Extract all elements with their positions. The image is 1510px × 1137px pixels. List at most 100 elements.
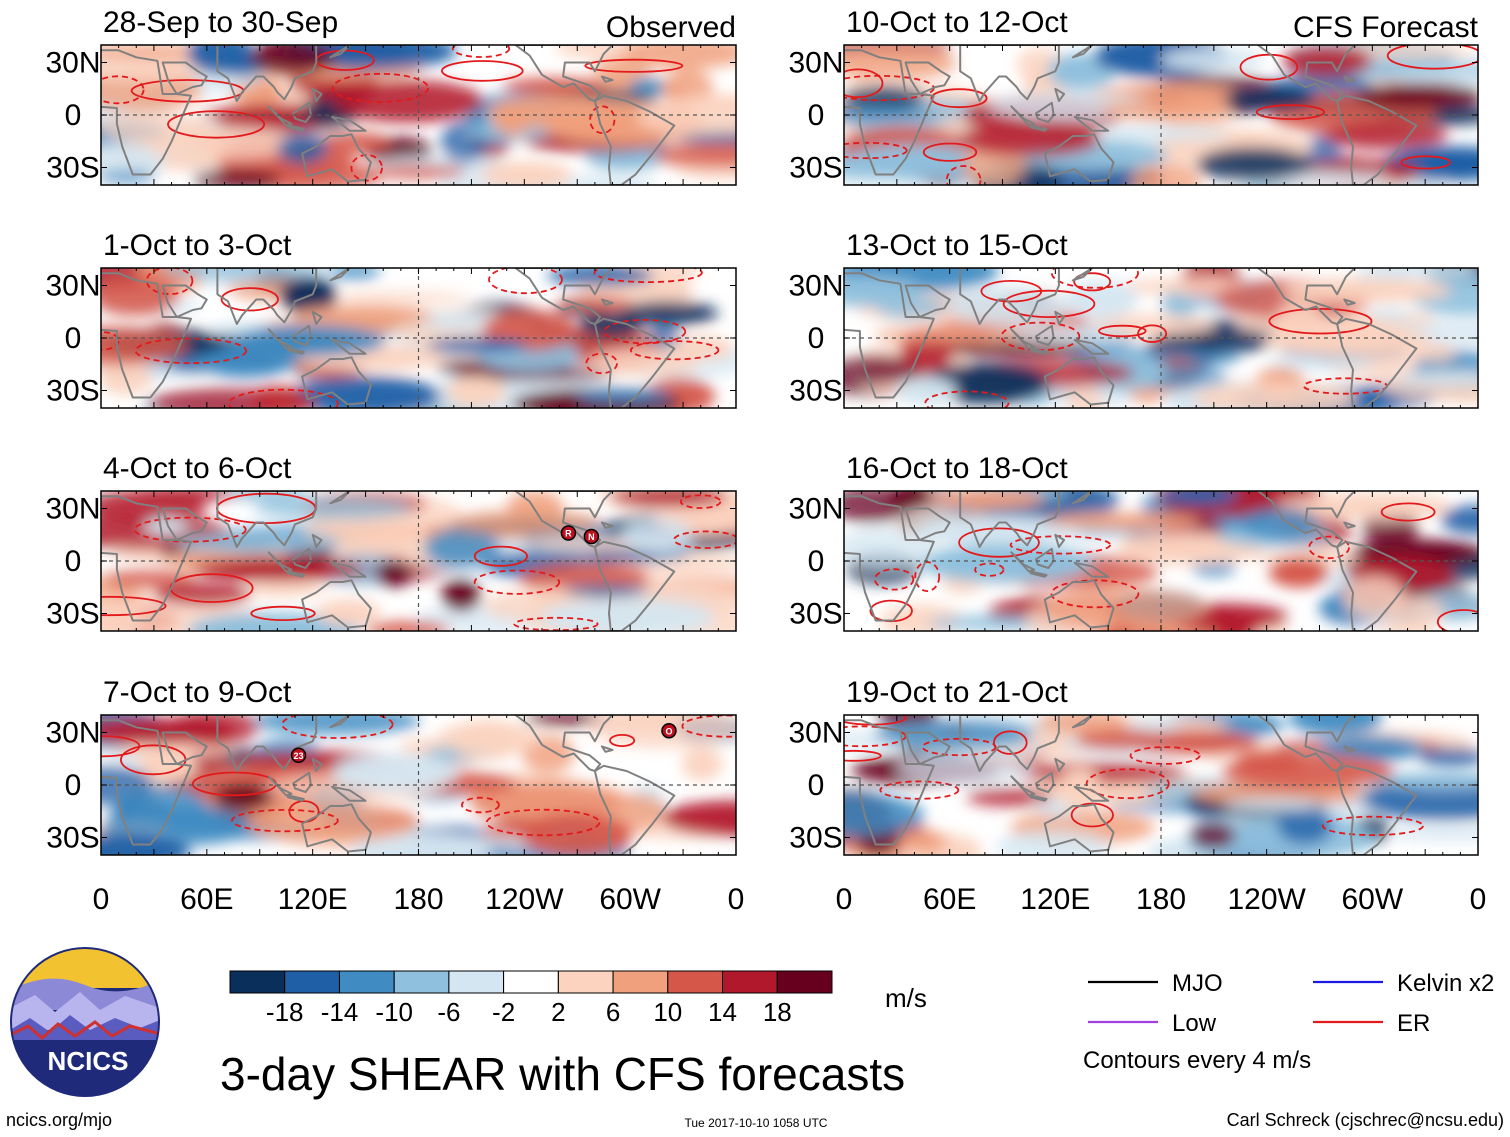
y-tick-label: 30S — [46, 152, 99, 185]
panel-p4: 23 O 30N 0 30S 7-Oct to 9-Oct — [45, 676, 737, 856]
colorbar-tick-label: 14 — [708, 997, 737, 1027]
panel-period-title: 1-Oct to 3-Oct — [103, 229, 292, 262]
colorbar-swatch — [667, 970, 723, 994]
x-tick-label: 60E — [180, 883, 233, 916]
author-credit: Carl Schreck (cjschrec@ncsu.edu) — [1227, 1110, 1504, 1130]
x-tick-label: 180 — [1136, 883, 1186, 916]
y-tick-label: 0 — [808, 322, 825, 355]
y-tick-label: 30N — [788, 717, 843, 750]
y-tick-label: 30S — [789, 598, 842, 631]
y-tick-label: 30N — [788, 47, 843, 80]
colorbar-tick-label: 18 — [763, 997, 792, 1027]
colorbar: -18 -14 -10 -6 -2 2 6 10 14 18 — [229, 970, 833, 1027]
panel-period-title: 10-Oct to 12-Oct — [846, 6, 1068, 39]
x-tick-label: 0 — [1470, 883, 1487, 916]
legend-label: ER — [1397, 1010, 1430, 1037]
x-axis-left: 0 60E 120E 180 120W 60W 0 — [93, 883, 745, 916]
y-tick-label: 0 — [65, 322, 82, 355]
cfs-forecast-label: CFS Forecast — [1293, 11, 1479, 44]
panel-period-title: 7-Oct to 9-Oct — [103, 676, 292, 709]
panel-period-title: 19-Oct to 21-Oct — [846, 676, 1068, 709]
x-tick-label: 0 — [728, 883, 745, 916]
colorbar-tick-label: 2 — [551, 997, 565, 1027]
y-tick-label: 30S — [789, 375, 842, 408]
colorbar-tick-label: -2 — [492, 997, 515, 1027]
panel-p8: 30N 0 30S 19-Oct to 21-Oct — [788, 676, 1479, 856]
source-url[interactable]: ncics.org/mjo — [6, 1110, 112, 1130]
x-tick-label: 120E — [1020, 883, 1090, 916]
panel-period-title: 4-Oct to 6-Oct — [103, 452, 292, 485]
y-tick-label: 0 — [65, 99, 82, 132]
panel-period-title: 16-Oct to 18-Oct — [846, 452, 1068, 485]
legend-label: Low — [1172, 1010, 1217, 1037]
y-tick-label: 0 — [808, 769, 825, 802]
x-tick-label: 120W — [1227, 883, 1306, 916]
figure-title: 3-day SHEAR with CFS forecasts — [220, 1048, 905, 1100]
observed-label: Observed — [606, 11, 736, 44]
ncics-logo: NCICS — [10, 947, 160, 1097]
x-tick-label: 180 — [393, 883, 443, 916]
colorbar-swatch — [284, 970, 340, 994]
x-tick-label: 60W — [599, 883, 661, 916]
storm-marker: O — [661, 723, 677, 739]
x-tick-label: 120E — [278, 883, 348, 916]
storm-marker: N — [583, 528, 600, 545]
colorbar-swatch — [448, 970, 505, 994]
y-tick-label: 30N — [45, 717, 100, 750]
y-tick-label: 0 — [808, 99, 825, 132]
timestamp: Tue 2017-10-10 1058 UTC — [685, 1116, 828, 1130]
storm-label: N — [588, 532, 595, 542]
colorbar-swatch — [612, 970, 669, 994]
x-tick-label: 60E — [923, 883, 976, 916]
x-tick-label: 0 — [93, 883, 110, 916]
storm-label: O — [665, 726, 672, 736]
colorbar-swatch — [229, 970, 286, 994]
storm-label: R — [565, 529, 572, 539]
storm-marker: R — [560, 525, 577, 541]
colorbar-tick-label: -18 — [266, 997, 304, 1027]
y-tick-label: 30N — [45, 47, 100, 80]
y-tick-label: 30S — [46, 822, 99, 855]
logo-text: NCICS — [48, 1046, 129, 1076]
y-tick-label: 30N — [45, 270, 100, 303]
colorbar-swatch — [339, 970, 395, 994]
panel-p1: 30N 0 30S 28-Sep to 30-Sep — [45, 6, 737, 186]
y-tick-label: 30S — [789, 822, 842, 855]
colorbar-swatch — [393, 970, 450, 994]
storm-marker: 23 — [290, 747, 307, 763]
colorbar-swatch — [503, 970, 559, 994]
storm-label: 23 — [294, 751, 304, 761]
y-tick-label: 30N — [45, 493, 100, 526]
colorbar-units: m/s — [885, 983, 927, 1013]
panel-p5: 30N 0 30S 10-Oct to 12-Oct — [788, 6, 1479, 186]
panel-p6: 30N 0 30S 13-Oct to 15-Oct — [788, 229, 1479, 409]
y-tick-label: 0 — [808, 545, 825, 578]
x-tick-label: 0 — [836, 883, 853, 916]
legend-label: Kelvin x2 — [1397, 970, 1494, 997]
contour-legend: MJO Kelvin x2 Low ER — [1088, 970, 1494, 1037]
y-tick-label: 30S — [46, 375, 99, 408]
colorbar-tick-label: 10 — [653, 997, 682, 1027]
panel-p3: R N 30N 0 30S 4-Oct to 6-Oct — [45, 452, 737, 632]
y-tick-label: 0 — [65, 545, 82, 578]
panel-period-title: 13-Oct to 15-Oct — [846, 229, 1068, 262]
y-tick-label: 30N — [788, 270, 843, 303]
panel-period-title: 28-Sep to 30-Sep — [103, 6, 338, 39]
colorbar-tick-label: -10 — [375, 997, 413, 1027]
y-tick-label: 30N — [788, 493, 843, 526]
panel-p7: 30N 0 30S 16-Oct to 18-Oct — [788, 452, 1479, 632]
legend-label: MJO — [1172, 970, 1223, 997]
y-tick-label: 30S — [46, 598, 99, 631]
contour-note: Contours every 4 m/s — [1083, 1047, 1311, 1074]
colorbar-swatch — [722, 970, 778, 994]
x-axis-right: 0 60E 120E 180 120W 60W 0 — [836, 883, 1487, 916]
y-tick-label: 30S — [789, 152, 842, 185]
colorbar-tick-label: -14 — [321, 997, 359, 1027]
y-tick-label: 0 — [65, 769, 82, 802]
x-tick-label: 120W — [485, 883, 564, 916]
colorbar-swatch — [557, 970, 614, 994]
panel-p2: 30N 0 30S 1-Oct to 3-Oct — [45, 229, 737, 409]
colorbar-tick-label: 6 — [606, 997, 620, 1027]
x-tick-label: 60W — [1341, 883, 1403, 916]
